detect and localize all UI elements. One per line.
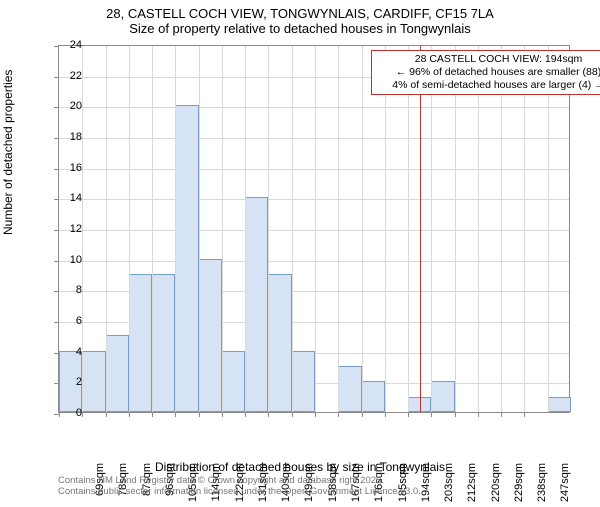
footer-line2: Contains public sector information licen…: [58, 487, 421, 498]
gridline-v: [548, 46, 549, 412]
gridline-v: [245, 46, 246, 412]
histogram-bar: [338, 366, 361, 412]
y-tick-label: 2: [52, 376, 82, 388]
x-tick-mark: [478, 412, 479, 417]
gridline-v: [431, 46, 432, 412]
y-tick-label: 8: [52, 284, 82, 296]
y-tick-label: 20: [52, 100, 82, 112]
annotation-line: 4% of semi-detached houses are larger (4…: [377, 79, 600, 92]
gridline-v: [175, 46, 176, 412]
y-tick-label: 12: [52, 223, 82, 235]
x-tick-mark: [106, 412, 107, 417]
x-tick-mark: [245, 412, 246, 417]
y-tick-label: 0: [52, 407, 82, 419]
y-tick-label: 6: [52, 315, 82, 327]
histogram-bar: [152, 274, 175, 412]
y-tick-label: 24: [52, 39, 82, 51]
gridline-h: [59, 169, 569, 170]
gridline-v: [222, 46, 223, 412]
histogram-bar: [175, 105, 198, 412]
chart-container: 28, CASTELL COCH VIEW, TONGWYNLAIS, CARD…: [0, 0, 600, 500]
x-tick-mark: [408, 412, 409, 417]
gridline-v: [501, 46, 502, 412]
histogram-bar: [292, 351, 315, 412]
x-tick-mark: [292, 412, 293, 417]
histogram-bar: [106, 335, 129, 412]
x-tick-mark: [524, 412, 525, 417]
y-tick-label: 14: [52, 192, 82, 204]
footer-attribution: Contains HM Land Registry data © Crown c…: [58, 476, 421, 498]
annotation-line: ← 96% of detached houses are smaller (88…: [377, 66, 600, 79]
x-tick-mark: [222, 412, 223, 417]
gridline-v: [315, 46, 316, 412]
histogram-bar: [82, 351, 105, 412]
x-tick-mark: [315, 412, 316, 417]
y-tick-label: 4: [52, 346, 82, 358]
y-tick-label: 18: [52, 131, 82, 143]
annotation-line: 28 CASTELL COCH VIEW: 194sqm: [377, 53, 600, 66]
x-tick-mark: [385, 412, 386, 417]
x-tick-mark: [431, 412, 432, 417]
x-tick-mark: [501, 412, 502, 417]
histogram-bar: [199, 259, 222, 412]
gridline-v: [408, 46, 409, 412]
plot-box: 28 CASTELL COCH VIEW: 194sqm← 96% of det…: [58, 45, 570, 413]
gridline-h: [59, 107, 569, 108]
gridline-v: [338, 46, 339, 412]
x-tick-mark: [455, 412, 456, 417]
x-tick-mark: [268, 412, 269, 417]
histogram-bar: [431, 381, 454, 412]
gridline-v: [362, 46, 363, 412]
gridline-v: [292, 46, 293, 412]
chart-title-line2: Size of property relative to detached ho…: [0, 21, 600, 40]
chart-title-line1: 28, CASTELL COCH VIEW, TONGWYNLAIS, CARD…: [0, 0, 600, 21]
gridline-v: [455, 46, 456, 412]
plot-area: 28 CASTELL COCH VIEW: 194sqm← 96% of det…: [58, 45, 570, 413]
gridline-v: [268, 46, 269, 412]
gridline-v: [82, 46, 83, 412]
y-tick-label: 10: [52, 254, 82, 266]
x-tick-mark: [175, 412, 176, 417]
x-tick-mark: [129, 412, 130, 417]
gridline-v: [524, 46, 525, 412]
annotation-box: 28 CASTELL COCH VIEW: 194sqm← 96% of det…: [371, 50, 600, 95]
histogram-bar: [548, 397, 571, 412]
x-tick-mark: [362, 412, 363, 417]
gridline-v: [199, 46, 200, 412]
histogram-bar: [245, 197, 268, 412]
y-axis-label: Number of detached properties: [1, 70, 15, 235]
x-axis-label: Distribution of detached houses by size …: [0, 460, 600, 474]
y-tick-label: 16: [52, 162, 82, 174]
gridline-v: [106, 46, 107, 412]
gridline-h: [59, 138, 569, 139]
x-tick-mark: [82, 412, 83, 417]
gridline-v: [129, 46, 130, 412]
histogram-bar: [362, 381, 385, 412]
gridline-v: [478, 46, 479, 412]
x-tick-mark: [152, 412, 153, 417]
x-tick-mark: [199, 412, 200, 417]
histogram-bar: [129, 274, 152, 412]
gridline-v: [385, 46, 386, 412]
histogram-bar: [268, 274, 291, 412]
x-tick-mark: [338, 412, 339, 417]
histogram-bar: [222, 351, 245, 412]
gridline-h: [59, 199, 569, 200]
reference-marker-line: [420, 46, 421, 412]
gridline-h: [59, 261, 569, 262]
gridline-v: [152, 46, 153, 412]
y-tick-label: 22: [52, 70, 82, 82]
gridline-h: [59, 230, 569, 231]
